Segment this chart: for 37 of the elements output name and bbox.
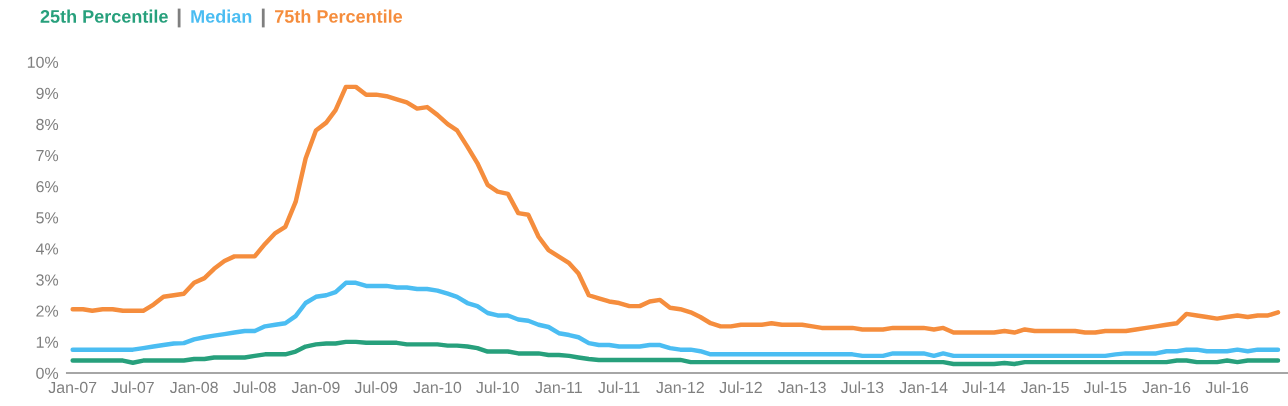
text: Median	[191, 9, 252, 23]
x-tick-label: Jul-10	[476, 381, 519, 394]
x-tick-label: Jan-14	[899, 381, 948, 394]
x-tick-label: Jul-07	[111, 381, 154, 394]
text: 25th Percentile	[40, 9, 168, 23]
x-tick-label: Jul-15	[1083, 381, 1127, 394]
x-tick-label: Jul-14	[962, 381, 1006, 394]
y-tick-label: 8%	[36, 118, 59, 131]
y-tick-label: 3%	[36, 274, 59, 286]
x-tick-label: Jan-09	[291, 381, 340, 394]
line-series	[70, 84, 1281, 335]
x-tick-label: Jan-15	[1020, 381, 1069, 394]
x-tick-label: Jul-08	[233, 381, 276, 394]
y-tick-label: 10%	[27, 56, 59, 68]
y-tick-label: 2%	[36, 305, 59, 317]
y-tick-label: 5%	[36, 212, 59, 224]
x-tick-label: Jan-12	[656, 381, 704, 394]
line-series	[70, 339, 1281, 367]
x-tick-label: Jan-07	[48, 381, 97, 394]
text: 75th Percentile	[275, 9, 403, 23]
x-tick-label: Jan-13	[777, 381, 826, 394]
x-tick-label: Jul-12	[719, 381, 762, 394]
y-tick-label: 9%	[36, 87, 59, 100]
y-tick-label: 7%	[36, 150, 59, 162]
x-tick-label: Jul-09	[354, 381, 398, 394]
x-tick-label: Jul-13	[840, 381, 884, 394]
y-tick-label: 4%	[35, 243, 59, 255]
x-tick-label: Jan-16	[1142, 381, 1191, 394]
y-tick-label: 0%	[36, 367, 59, 379]
line-series	[70, 280, 1281, 359]
y-tick-label: 6%	[36, 181, 59, 193]
x-tick-label: Jan-08	[169, 381, 218, 394]
x-tick-label: Jan-10	[413, 381, 462, 394]
y-tick-label: 1%	[36, 336, 59, 348]
x-tick-label: Jul-16	[1205, 381, 1249, 394]
x-tick-label: Jan-11	[535, 381, 582, 394]
x-tick-label: Jul-11	[598, 381, 640, 394]
